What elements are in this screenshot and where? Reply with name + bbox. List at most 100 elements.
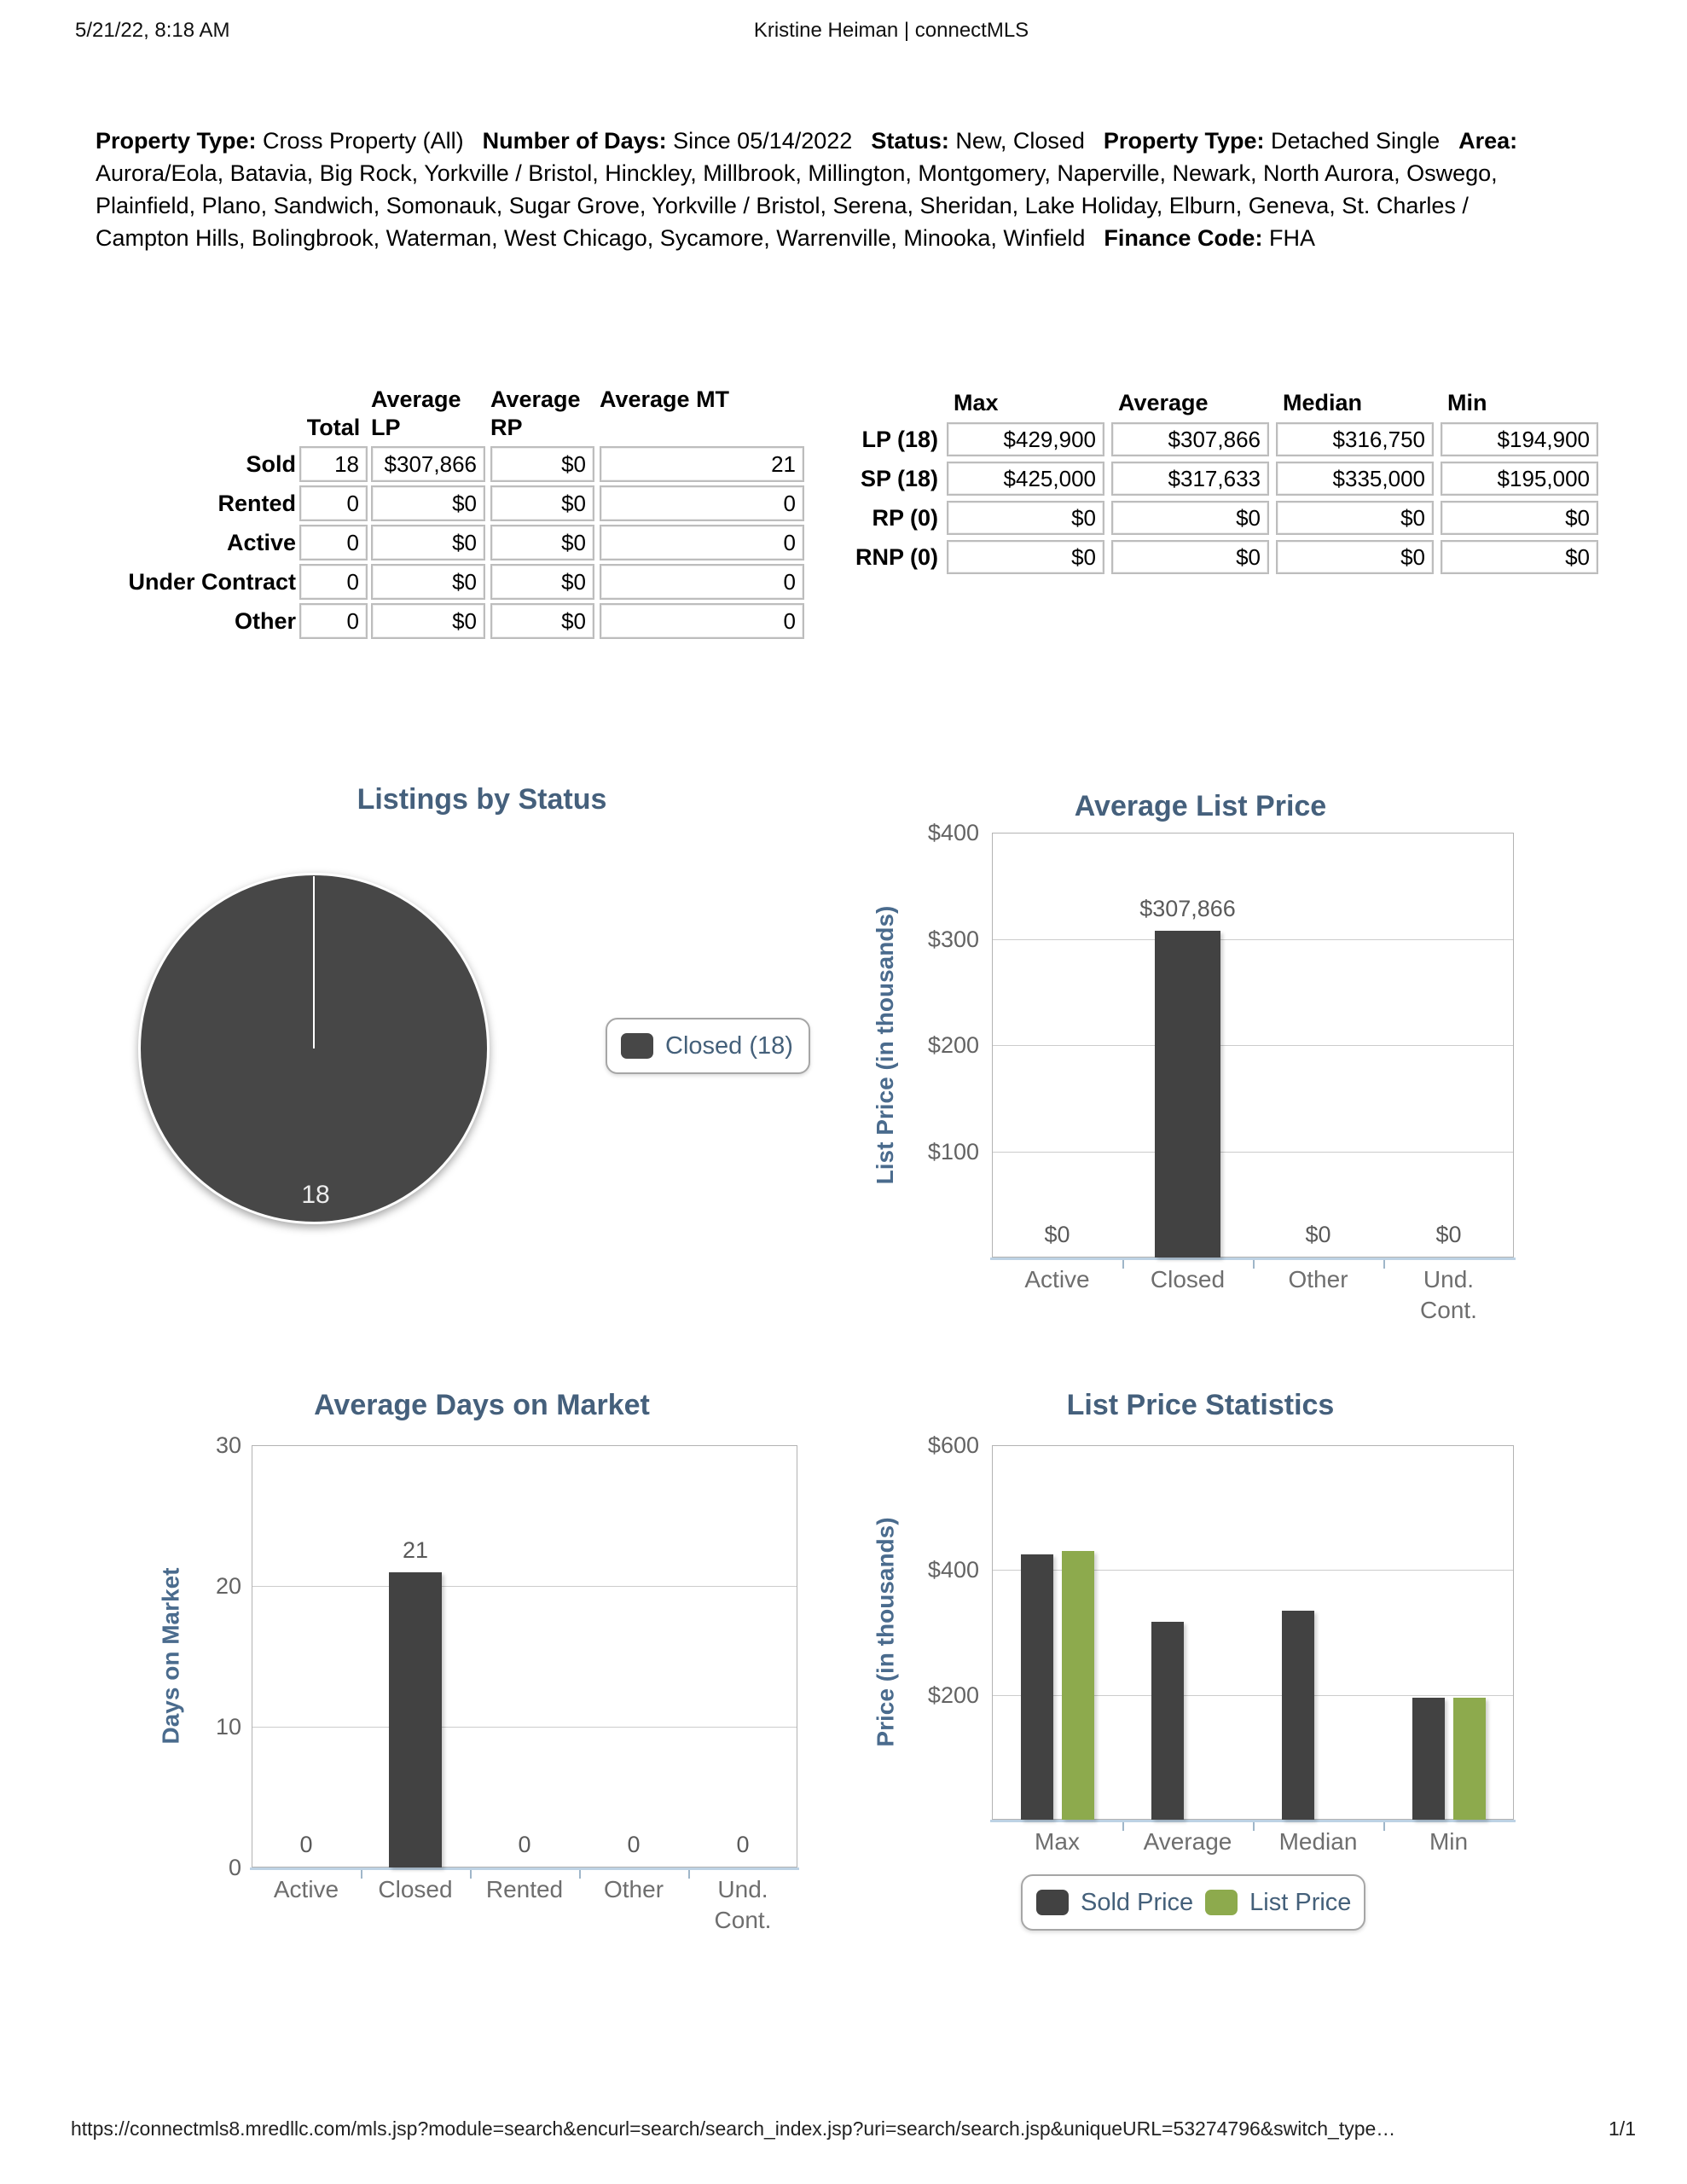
x-tick-mark-list-price-statistics: [1253, 1822, 1255, 1831]
summary-cell-value: 0: [346, 491, 359, 516]
summary-cell: $0: [371, 485, 485, 521]
summary-col-header: Total: [306, 415, 361, 440]
stats-cell: $307,866: [1111, 422, 1269, 456]
criteria-label: Finance Code:: [1104, 225, 1269, 251]
gridline-avg-days-on-market: [252, 1727, 797, 1728]
summary-cell: 0: [600, 485, 804, 521]
summary-row-label: Other: [234, 608, 296, 634]
summary-cell-value: 0: [346, 569, 359, 595]
stats-cell: $0: [1441, 501, 1598, 535]
summary-cell: $307,866: [371, 446, 485, 482]
x-tick-mark-avg-days-on-market: [470, 1870, 472, 1879]
summary-cell-value: $307,866: [384, 451, 477, 477]
summary-cell-value: 21: [771, 451, 796, 477]
value-label-avg-list-price: $307,866: [1139, 895, 1236, 921]
x-category-label-list-price-statistics: Min: [1429, 1828, 1469, 1855]
bar-list-price-statistics-sold-price: [1412, 1698, 1445, 1820]
stats-cell: $0: [1111, 540, 1269, 574]
stats-cell-value: $0: [1071, 544, 1096, 570]
x-axis-line-avg-list-price: [990, 1258, 1516, 1260]
stats-col-header: Median: [1283, 390, 1363, 415]
gridline-avg-list-price: [993, 1151, 1513, 1153]
stats-cell-value: $425,000: [1003, 466, 1096, 491]
summary-cell-value: 0: [783, 608, 796, 634]
criteria-label: Area:: [1458, 128, 1518, 154]
pie-slice-boundary: [313, 876, 315, 1048]
summary-col-header: Average LP: [371, 386, 461, 440]
criteria-label: Property Type:: [96, 128, 264, 154]
pie-legend: Closed (18): [606, 1018, 810, 1074]
stats-cell: $429,900: [947, 422, 1104, 456]
y-tick-label-avg-days-on-market: 30: [215, 1432, 241, 1458]
closed-series-swatch-icon: [621, 1033, 653, 1059]
summary-cell: 21: [600, 446, 804, 482]
y-tick-label-list-price-statistics: $400: [927, 1557, 979, 1583]
summary-cell: $0: [490, 564, 594, 600]
summary-row-label: Sold: [246, 451, 297, 477]
y-tick-label-avg-list-price: $300: [927, 926, 979, 952]
stats-cell-value: $0: [1071, 505, 1096, 531]
value-label-avg-days-on-market: 0: [627, 1832, 641, 1857]
y-tick-label-list-price-statistics: $200: [927, 1682, 979, 1708]
summary-cell-value: $0: [561, 451, 586, 477]
criteria-value: Cross Property (All): [263, 128, 464, 154]
summary-cell-value: $0: [561, 569, 586, 595]
bar-list-price-statistics-sold-price: [1151, 1621, 1184, 1820]
gridline-avg-days-on-market: [252, 1586, 797, 1587]
stats-cell: $0: [1111, 501, 1269, 535]
stats-cell-value: $0: [1565, 544, 1590, 570]
stats-cell: $335,000: [1276, 462, 1434, 496]
x-tick-mark-list-price-statistics: [1383, 1822, 1385, 1831]
pie-value-label: 18: [301, 1181, 330, 1209]
y-axis-title-list-price-statistics: Price (in thousands): [872, 1517, 898, 1747]
legend-item: List Price: [1205, 1889, 1351, 1917]
summary-cell: $0: [490, 603, 594, 639]
x-tick-mark-list-price-statistics: [1122, 1822, 1124, 1831]
stats-cell: $195,000: [1441, 462, 1598, 496]
summary-cell: $0: [371, 525, 485, 561]
summary-cell: $0: [371, 603, 485, 639]
stats-cell: $0: [1276, 540, 1434, 574]
gridline-avg-list-price: [993, 1045, 1513, 1046]
summary-cell-value: $0: [561, 491, 586, 516]
x-tick-mark-avg-days-on-market: [688, 1870, 690, 1879]
stats-cell: $0: [1441, 540, 1598, 574]
footer-page-indicator: 1/1: [1609, 2117, 1636, 2140]
stats-cell-value: $0: [1565, 505, 1590, 531]
value-label-avg-list-price: $0: [1435, 1222, 1462, 1247]
stats-row-label: SP (18): [860, 466, 938, 491]
summary-cell-value: $0: [561, 608, 586, 634]
summary-cell: 0: [299, 485, 368, 521]
x-tick-mark-avg-days-on-market: [579, 1870, 581, 1879]
search-criteria: Property Type: Cross Property (All) Numbe…: [96, 125, 1545, 254]
bar-list-price-statistics-list-price: [1061, 1551, 1094, 1820]
y-axis-title-avg-days-on-market: Days on Market: [157, 1567, 183, 1745]
stats-cell: $0: [947, 501, 1104, 535]
x-category-label-avg-list-price: Closed: [1150, 1266, 1226, 1292]
value-label-avg-days-on-market: 0: [736, 1832, 750, 1857]
pie-chart-title: Listings by Status: [357, 783, 607, 816]
legend-label: Sold Price: [1081, 1888, 1194, 1916]
x-category-label-avg-list-price: Und. Cont.: [1420, 1266, 1477, 1323]
x-tick-mark-avg-list-price: [1122, 1260, 1124, 1269]
x-axis-line-avg-days-on-market: [250, 1867, 799, 1870]
bar-avg-list-price-closed: [1155, 930, 1220, 1258]
stats-col-header: Min: [1447, 390, 1487, 415]
value-label-avg-list-price: $0: [1305, 1222, 1331, 1247]
summary-cell: $0: [490, 485, 594, 521]
summary-row-label: Active: [226, 530, 296, 555]
summary-cell: 0: [600, 603, 804, 639]
summary-cell-value: 0: [783, 530, 796, 555]
summary-cell-value: $0: [452, 608, 477, 634]
x-category-label-avg-days-on-market: Rented: [485, 1876, 564, 1902]
x-category-label-avg-days-on-market: Und. Cont.: [714, 1876, 772, 1933]
y-tick-label-avg-list-price: $200: [927, 1032, 979, 1058]
summary-row-label: Under Contract: [128, 569, 296, 595]
bar-list-price-statistics-sold-price: [1020, 1554, 1053, 1820]
stats-cell: $425,000: [947, 462, 1104, 496]
stats-cell-value: $0: [1236, 544, 1261, 570]
plot-area-avg-days-on-market: [252, 1445, 797, 1867]
stats-cell-value: $195,000: [1497, 466, 1590, 491]
summary-cell-value: 0: [783, 569, 796, 595]
